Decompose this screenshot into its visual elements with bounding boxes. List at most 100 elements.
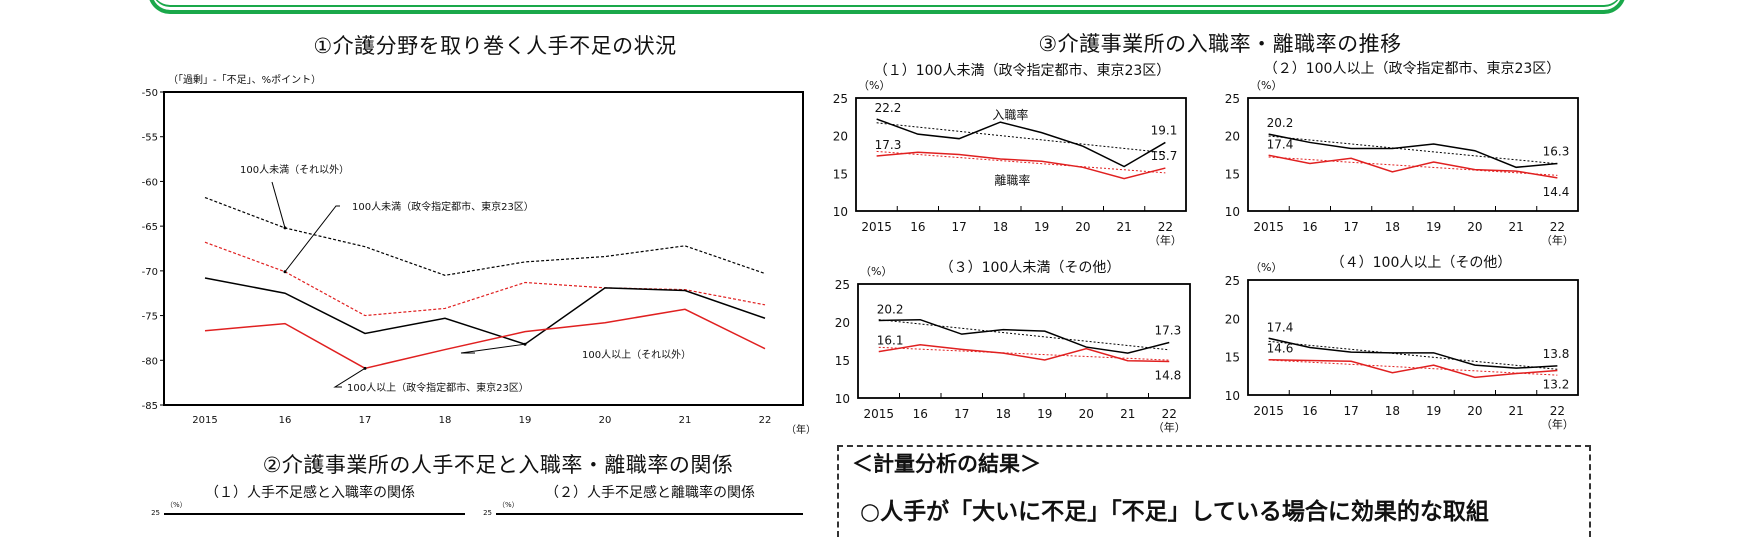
x-tick-label: 17 — [1343, 220, 1358, 234]
data-label: 20.2 — [877, 302, 904, 316]
y-tick-label: 15 — [1225, 167, 1240, 181]
arrow-head-icon — [284, 226, 287, 229]
x-tick-label: 16 — [910, 220, 925, 234]
arrow-head-icon — [524, 343, 527, 346]
y-tick-label: 20 — [833, 130, 848, 144]
series-name-label: 入職率 — [992, 107, 1028, 122]
plot-area — [1248, 98, 1578, 211]
x-axis-label: （年） — [786, 423, 816, 436]
arrow-head-icon — [284, 270, 287, 273]
y-tick-label: -85 — [142, 401, 158, 412]
y-tick-label: -55 — [142, 133, 158, 144]
x-tick-label: 2015 — [192, 415, 217, 426]
series-label: 100人以上（それ以外） — [582, 349, 691, 361]
x-axis-label: （年） — [1541, 233, 1574, 247]
trend-line-0 — [1269, 341, 1558, 369]
x-tick-label: 20 — [599, 415, 612, 426]
x-tick-label: 20 — [1075, 220, 1090, 234]
y-tick-label: 10 — [1225, 205, 1240, 219]
y-axis-unit: （%） — [858, 79, 890, 92]
x-tick-label: 22 — [1550, 220, 1565, 234]
x-tick-label: 17 — [1343, 404, 1358, 418]
x-tick-label: 16 — [279, 415, 292, 426]
x-tick-label: 20 — [1467, 220, 1482, 234]
data-label: 13.2 — [1543, 377, 1570, 391]
data-label: 17.4 — [1267, 137, 1294, 151]
x-tick-label: 18 — [993, 220, 1008, 234]
chart-title: （３）100人未満（その他） — [940, 260, 1121, 276]
x-tick-label: 17 — [951, 220, 966, 234]
chart-title: （４）100人以上（その他） — [1331, 255, 1512, 271]
data-label: 19.1 — [1151, 123, 1178, 137]
y-axis-label: （「過剰」-「不足」、%ポイント） — [168, 74, 321, 86]
data-label: 20.2 — [1267, 116, 1294, 130]
data-label: 13.8 — [1543, 347, 1570, 361]
subchart-title: （１）人手不足感と入職率の関係 — [205, 484, 415, 501]
y-tick-label: 20 — [1225, 312, 1240, 326]
label-arrow — [461, 344, 525, 353]
x-tick-label: 18 — [439, 415, 452, 426]
label-arrow — [285, 206, 340, 272]
x-tick-label: 19 — [1037, 407, 1052, 421]
arrow-head-icon — [364, 367, 367, 370]
y-tick-label: 20 — [835, 316, 850, 330]
y-tick-label: 20 — [1225, 130, 1240, 144]
x-axis-label: （年） — [1149, 233, 1182, 247]
chart-title: （２）100人以上（政令指定都市、東京23区） — [1264, 60, 1561, 77]
x-tick-label: 2015 — [863, 407, 894, 421]
x-tick-label: 19 — [1426, 404, 1441, 418]
x-tick-label: 22 — [1550, 404, 1565, 418]
subchart-title: （２）人手不足感と離職率の関係 — [545, 484, 755, 501]
x-tick-label: 17 — [954, 407, 969, 421]
series-line-0 — [1269, 134, 1558, 167]
plot-area — [1248, 280, 1578, 395]
data-label: 17.3 — [875, 138, 902, 152]
series-line-0 — [1269, 338, 1558, 368]
series-line-2 — [205, 278, 765, 344]
data-label: 17.3 — [1155, 324, 1182, 338]
data-label: 15.7 — [1151, 149, 1178, 163]
label-arrow — [272, 182, 285, 228]
x-tick-label: 21 — [1116, 220, 1131, 234]
y-tick-label: -80 — [142, 356, 158, 367]
x-tick-label: 18 — [1385, 404, 1400, 418]
x-tick-label: 18 — [1385, 220, 1400, 234]
x-tick-label: 20 — [1079, 407, 1094, 421]
data-label: 14.8 — [1155, 369, 1182, 383]
y-tick-label: 25 — [833, 92, 848, 106]
y-tick-label: 15 — [835, 354, 850, 368]
y-tick-label: 25 — [835, 278, 850, 292]
y-tick-label: 25 — [483, 509, 492, 516]
y-axis-unit: （%） — [1250, 79, 1282, 92]
plot-area — [858, 284, 1190, 398]
data-label: 16.1 — [877, 334, 904, 348]
y-tick-label: 15 — [833, 167, 848, 181]
data-label: 14.4 — [1543, 185, 1570, 199]
x-axis-label: （年） — [1153, 420, 1186, 434]
trend-line-0 — [1269, 136, 1558, 164]
chart-title: （１）100人未満（政令指定都市、東京23区） — [874, 62, 1171, 79]
y-axis-unit: （%） — [860, 265, 892, 278]
y-tick-label: 25 — [1225, 274, 1240, 288]
trend-line-1 — [879, 347, 1170, 360]
x-tick-label: 2015 — [861, 220, 892, 234]
x-tick-label: 18 — [996, 407, 1011, 421]
data-label: 16.3 — [1543, 145, 1570, 159]
y-axis-unit: （%） — [498, 501, 519, 509]
series-line-1 — [205, 242, 765, 315]
data-label: 14.6 — [1267, 342, 1294, 356]
x-tick-label: 19 — [1034, 220, 1049, 234]
y-tick-label: 25 — [1225, 92, 1240, 106]
series-name-label: 離職率 — [994, 173, 1030, 188]
x-tick-label: 17 — [359, 415, 372, 426]
series-label: 100人未満（政令指定都市、東京23区） — [352, 200, 534, 213]
x-axis-label: （年） — [1541, 417, 1574, 431]
x-tick-label: 16 — [1302, 220, 1317, 234]
x-tick-label: 2015 — [1253, 404, 1284, 418]
charts-canvas: （「過剰」-「不足」、%ポイント）-50-55-60-65-70-75-80-8… — [0, 0, 1754, 516]
plot-area — [164, 92, 803, 405]
data-label: 22.2 — [875, 101, 902, 115]
x-tick-label: 22 — [1158, 220, 1173, 234]
y-tick-label: -75 — [142, 312, 158, 323]
x-tick-label: 16 — [913, 407, 928, 421]
